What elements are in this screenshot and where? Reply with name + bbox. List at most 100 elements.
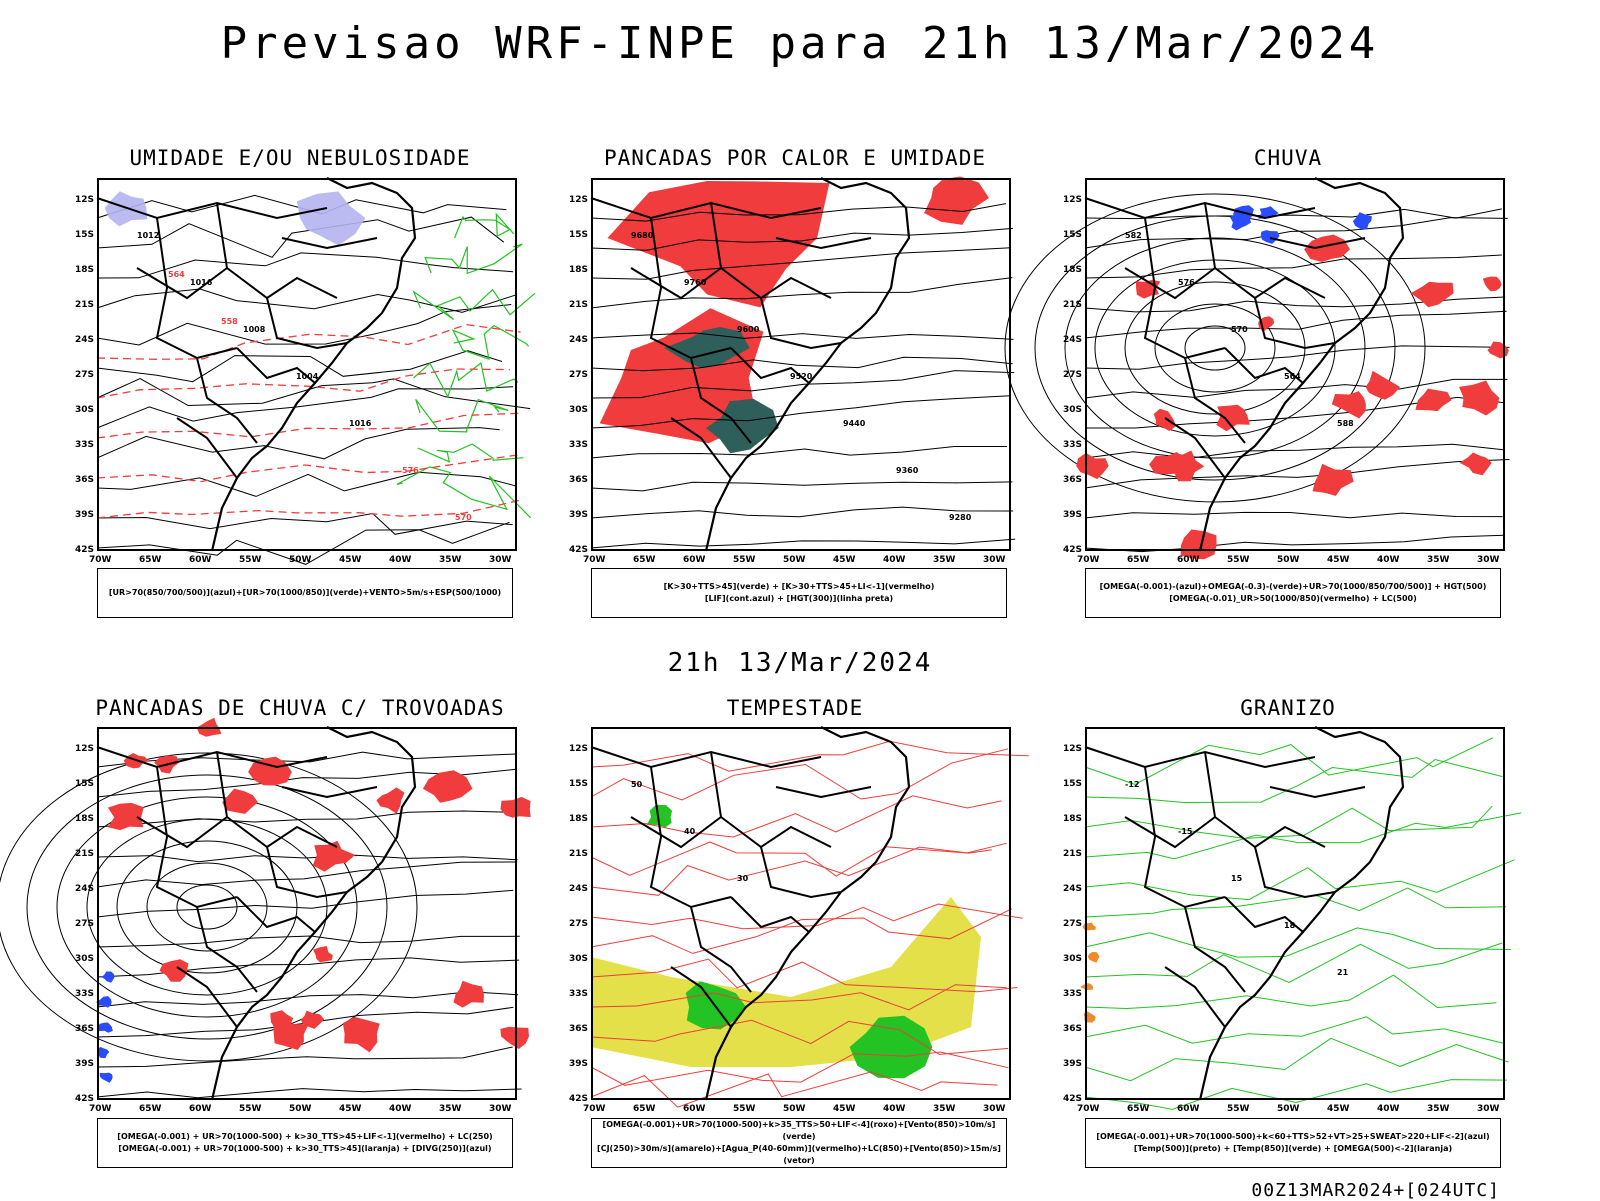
- latitude-label: 15S: [569, 779, 588, 789]
- country-border: [236, 347, 316, 384]
- latitude-label: 33S: [569, 989, 588, 999]
- country-border: [590, 746, 822, 769]
- contour-line: [96, 378, 531, 410]
- map-frame: [97, 178, 517, 551]
- longitude-label: 35W: [1427, 555, 1450, 565]
- longitude-label: 55W: [733, 555, 756, 565]
- contour-line: [96, 288, 516, 313]
- coastline: [1198, 177, 1405, 552]
- contour-label: 570: [1231, 325, 1248, 334]
- country-border: [1124, 267, 1216, 300]
- panel-title-umidade: UMIDADE E/OU NEBULOSIDADE: [129, 146, 471, 170]
- country-border: [630, 267, 722, 300]
- contour-line: [1084, 345, 1510, 370]
- country-border: [236, 896, 316, 933]
- longitude-label: 65W: [633, 1104, 656, 1114]
- country-border: [1084, 197, 1316, 220]
- latitude-label: 15S: [75, 779, 94, 789]
- country-border: [196, 906, 258, 993]
- contour-line: [96, 521, 510, 565]
- legend-line: [OMEGA(-0.001)+UR>70(1000-500)+k<60+TTS>…: [1096, 1132, 1490, 1141]
- latitude-label: 36S: [569, 1024, 588, 1034]
- country-border: [1224, 896, 1304, 933]
- contour-line: [590, 795, 1002, 838]
- latitude-label: 24S: [1063, 884, 1082, 894]
- contour-line: [1084, 1079, 1507, 1110]
- legend-line: [UR>70(850/700/500)](azul)+[UR>70(1000/8…: [108, 588, 502, 597]
- longitude-label: 45W: [1327, 555, 1350, 565]
- blue-shaded-area: [101, 971, 115, 983]
- legend-umidade: [UR>70(850/700/500)](azul)+[UR>70(1000/8…: [97, 568, 513, 618]
- longitude-label: 55W: [733, 1104, 756, 1114]
- country-border: [760, 846, 842, 899]
- contour-line: [0, 752, 418, 1062]
- longitude-label: 60W: [1177, 1104, 1200, 1114]
- latitude-label: 21S: [569, 300, 588, 310]
- red-shaded-area: [1312, 463, 1354, 496]
- latitude-label: 33S: [1063, 440, 1082, 450]
- red-shaded-area: [1149, 452, 1189, 475]
- contour-line: [590, 984, 1007, 1011]
- contour-line: [590, 1019, 1009, 1055]
- contour-label: 9600: [737, 325, 760, 334]
- latitude-label: 18S: [569, 814, 588, 824]
- coastline: [704, 177, 911, 552]
- latitude-label: 39S: [1063, 510, 1082, 520]
- longitude-label: 45W: [1327, 1104, 1350, 1114]
- longitude-label: 40W: [883, 1104, 906, 1114]
- red-shaded-area: [500, 1026, 529, 1049]
- coastline: [210, 726, 417, 1101]
- longitude-label: 55W: [239, 555, 262, 565]
- legend-line: [OMEGA(-0.001) + UR>70(1000-500) + k>30_…: [118, 1144, 492, 1153]
- contour-label: 570: [455, 513, 472, 522]
- coastline: [704, 726, 911, 1101]
- blue-shaded-area: [97, 1022, 113, 1033]
- map-pancadas-calor: 9680 9760 9600 9520 9440 9360 9280 12S 15S 18S 21S…: [569, 176, 1016, 565]
- latitude-label: 24S: [75, 335, 94, 345]
- blue-shaded-area: [96, 996, 112, 1008]
- contour-line: [412, 288, 536, 320]
- latitude-label: 36S: [1063, 1024, 1082, 1034]
- country-border: [281, 786, 378, 799]
- longitude-label: 55W: [1227, 1104, 1250, 1114]
- red-shaded-area: [1153, 408, 1176, 431]
- contour-line: [1084, 1016, 1505, 1044]
- contour-line: [1084, 812, 1522, 860]
- longitude-label: 65W: [633, 555, 656, 565]
- contour-line: [96, 1046, 513, 1068]
- contour-line: [590, 446, 1008, 459]
- contour-label: 1012: [137, 231, 159, 240]
- latitude-label: 27S: [1063, 370, 1082, 380]
- longitude-label: 35W: [933, 1104, 956, 1114]
- contour-line: [1084, 1037, 1509, 1082]
- contour-line: [1094, 259, 1336, 437]
- latitude-label: 21S: [1063, 300, 1082, 310]
- country-border: [1143, 766, 1226, 909]
- contour-label: 1016: [190, 278, 213, 287]
- latitude-label: 30S: [569, 954, 588, 964]
- contour-label: 9680: [631, 231, 654, 240]
- orange-shaded-area: [1082, 922, 1096, 931]
- contour-line: [590, 370, 1015, 399]
- red-shaded-area: [159, 959, 189, 982]
- latitude-label: 42S: [1063, 545, 1082, 555]
- longitude-label: 60W: [683, 1104, 706, 1114]
- contour-line: [96, 386, 514, 429]
- country-border: [1269, 786, 1366, 799]
- contour-label: 30: [737, 874, 749, 883]
- contour-label: 576: [402, 466, 419, 475]
- contour-line: [1034, 215, 1396, 481]
- contour-label: 50: [631, 780, 643, 789]
- contour-line: [1084, 737, 1494, 785]
- red-shaded-area: [222, 788, 258, 814]
- contour-line: [590, 277, 1013, 309]
- longitude-label: 30W: [983, 1104, 1006, 1114]
- country-border: [690, 906, 752, 993]
- longitude-label: 50W: [289, 555, 312, 565]
- country-border: [1224, 347, 1304, 384]
- longitude-label: 35W: [439, 555, 462, 565]
- contour-line: [590, 958, 1018, 993]
- latitude-label: 15S: [1063, 779, 1082, 789]
- country-border: [176, 417, 238, 479]
- latitude-label: 24S: [75, 884, 94, 894]
